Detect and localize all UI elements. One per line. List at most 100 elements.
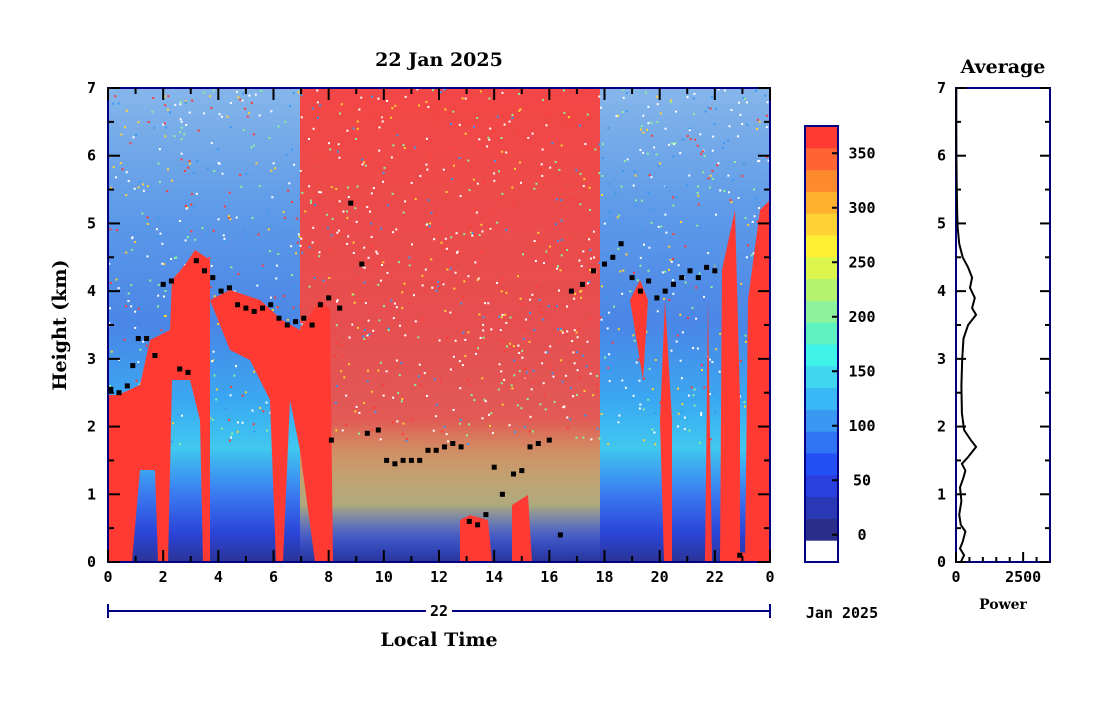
speckle-dot xyxy=(700,364,703,367)
speckle-dot xyxy=(373,406,376,409)
speckle-dot xyxy=(696,224,699,227)
speckle-dot xyxy=(236,430,239,433)
speckle-dot xyxy=(366,380,369,383)
speckle-dot xyxy=(134,241,137,244)
speckle-dot xyxy=(221,172,224,175)
speckle-dot xyxy=(601,143,604,146)
speckle-dot xyxy=(228,216,231,219)
speckle-dot xyxy=(583,390,586,392)
speckle-dot xyxy=(277,125,280,128)
speckle-dot xyxy=(741,123,744,125)
speckle-dot xyxy=(346,186,349,189)
speckle-dot xyxy=(632,394,635,397)
speckle-dot xyxy=(713,123,716,126)
speckle-dot xyxy=(686,135,689,138)
speckle-dot xyxy=(637,358,640,361)
speckle-dot xyxy=(119,162,122,165)
speckle-dot xyxy=(693,388,696,391)
speckle-dot xyxy=(639,403,642,406)
speckle-dot xyxy=(425,223,428,226)
speckle-dot xyxy=(386,99,388,102)
speckle-dot xyxy=(674,142,677,145)
speckle-dot xyxy=(458,157,461,159)
speckle-dot xyxy=(235,365,237,368)
speckle-dot xyxy=(164,290,167,292)
speckle-dot xyxy=(401,398,404,400)
speckle-dot xyxy=(728,125,731,128)
speckle-dot xyxy=(582,436,585,439)
speckle-dot xyxy=(282,210,285,213)
speckle-dot xyxy=(225,265,228,268)
speckle-dot xyxy=(470,394,473,396)
speckle-dot xyxy=(758,159,761,162)
speckle-dot xyxy=(677,264,680,267)
speckle-dot xyxy=(429,222,432,225)
speckle-dot xyxy=(544,351,547,354)
speckle-dot xyxy=(514,167,516,170)
speckle-dot xyxy=(498,363,501,366)
speckle-dot xyxy=(688,429,691,432)
speckle-dot xyxy=(364,302,367,305)
speckle-dot xyxy=(164,135,167,138)
speckle-dot xyxy=(517,275,519,278)
speckle-dot xyxy=(186,236,189,239)
speckle-dot xyxy=(518,92,520,95)
speckle-dot xyxy=(431,89,434,92)
speckle-dot xyxy=(578,376,581,379)
colorbar-cell xyxy=(805,496,838,519)
speckle-dot xyxy=(146,185,149,188)
colorbar-cell xyxy=(805,278,838,301)
speckle-dot xyxy=(716,164,719,167)
cloud-base-point xyxy=(293,319,299,325)
speckle-dot xyxy=(575,436,578,439)
cloud-base-point xyxy=(610,254,616,260)
speckle-dot xyxy=(540,359,543,362)
speckle-dot xyxy=(486,145,489,148)
speckle-dot xyxy=(669,259,672,261)
speckle-dot xyxy=(459,387,462,390)
speckle-dot xyxy=(566,426,569,429)
speckle-dot xyxy=(453,287,456,290)
speckle-dot xyxy=(147,121,150,123)
high-intensity-regions xyxy=(108,200,770,562)
colorbar-cell xyxy=(805,300,838,323)
speckle-dot xyxy=(530,388,533,391)
speckle-dot xyxy=(217,323,220,325)
speckle-dot xyxy=(501,150,504,153)
speckle-dot xyxy=(656,310,659,313)
speckle-dot xyxy=(503,378,506,381)
speckle-dot xyxy=(342,210,345,213)
speckle-dot xyxy=(179,101,182,103)
speckle-dot xyxy=(729,199,732,202)
speckle-dot xyxy=(767,159,770,162)
speckle-dot xyxy=(423,290,426,293)
speckle-dot xyxy=(275,264,278,267)
speckle-dot xyxy=(677,425,680,428)
speckle-dot xyxy=(569,198,572,200)
speckle-dot xyxy=(211,310,214,313)
speckle-dot xyxy=(334,401,337,404)
speckle-dot xyxy=(418,104,421,107)
speckle-dot xyxy=(230,436,232,439)
speckle-dot xyxy=(120,286,123,289)
speckle-dot xyxy=(450,178,453,181)
colorbar-cell xyxy=(805,169,838,192)
x-tick-label: 4 xyxy=(214,568,223,586)
speckle-dot xyxy=(348,336,351,339)
speckle-dot xyxy=(230,385,233,388)
speckle-dot xyxy=(668,299,671,301)
speckle-dot xyxy=(229,102,232,104)
profile-frame xyxy=(955,87,1051,563)
profile-x-tick-label: 2500 xyxy=(1005,568,1041,586)
colorbar: 0 50 100 150 200 250 300 350 xyxy=(804,125,876,563)
speckle-dot xyxy=(292,92,295,95)
speckle-dot xyxy=(755,89,757,92)
colorbar-cell xyxy=(805,147,838,171)
speckle-dot xyxy=(461,97,464,100)
x-tick-label: 0 xyxy=(103,568,112,586)
speckle-dot xyxy=(575,331,578,334)
speckle-dot xyxy=(170,440,173,443)
cloud-base-point xyxy=(260,305,265,311)
speckle-dot xyxy=(256,284,259,287)
speckle-dot xyxy=(121,261,124,264)
